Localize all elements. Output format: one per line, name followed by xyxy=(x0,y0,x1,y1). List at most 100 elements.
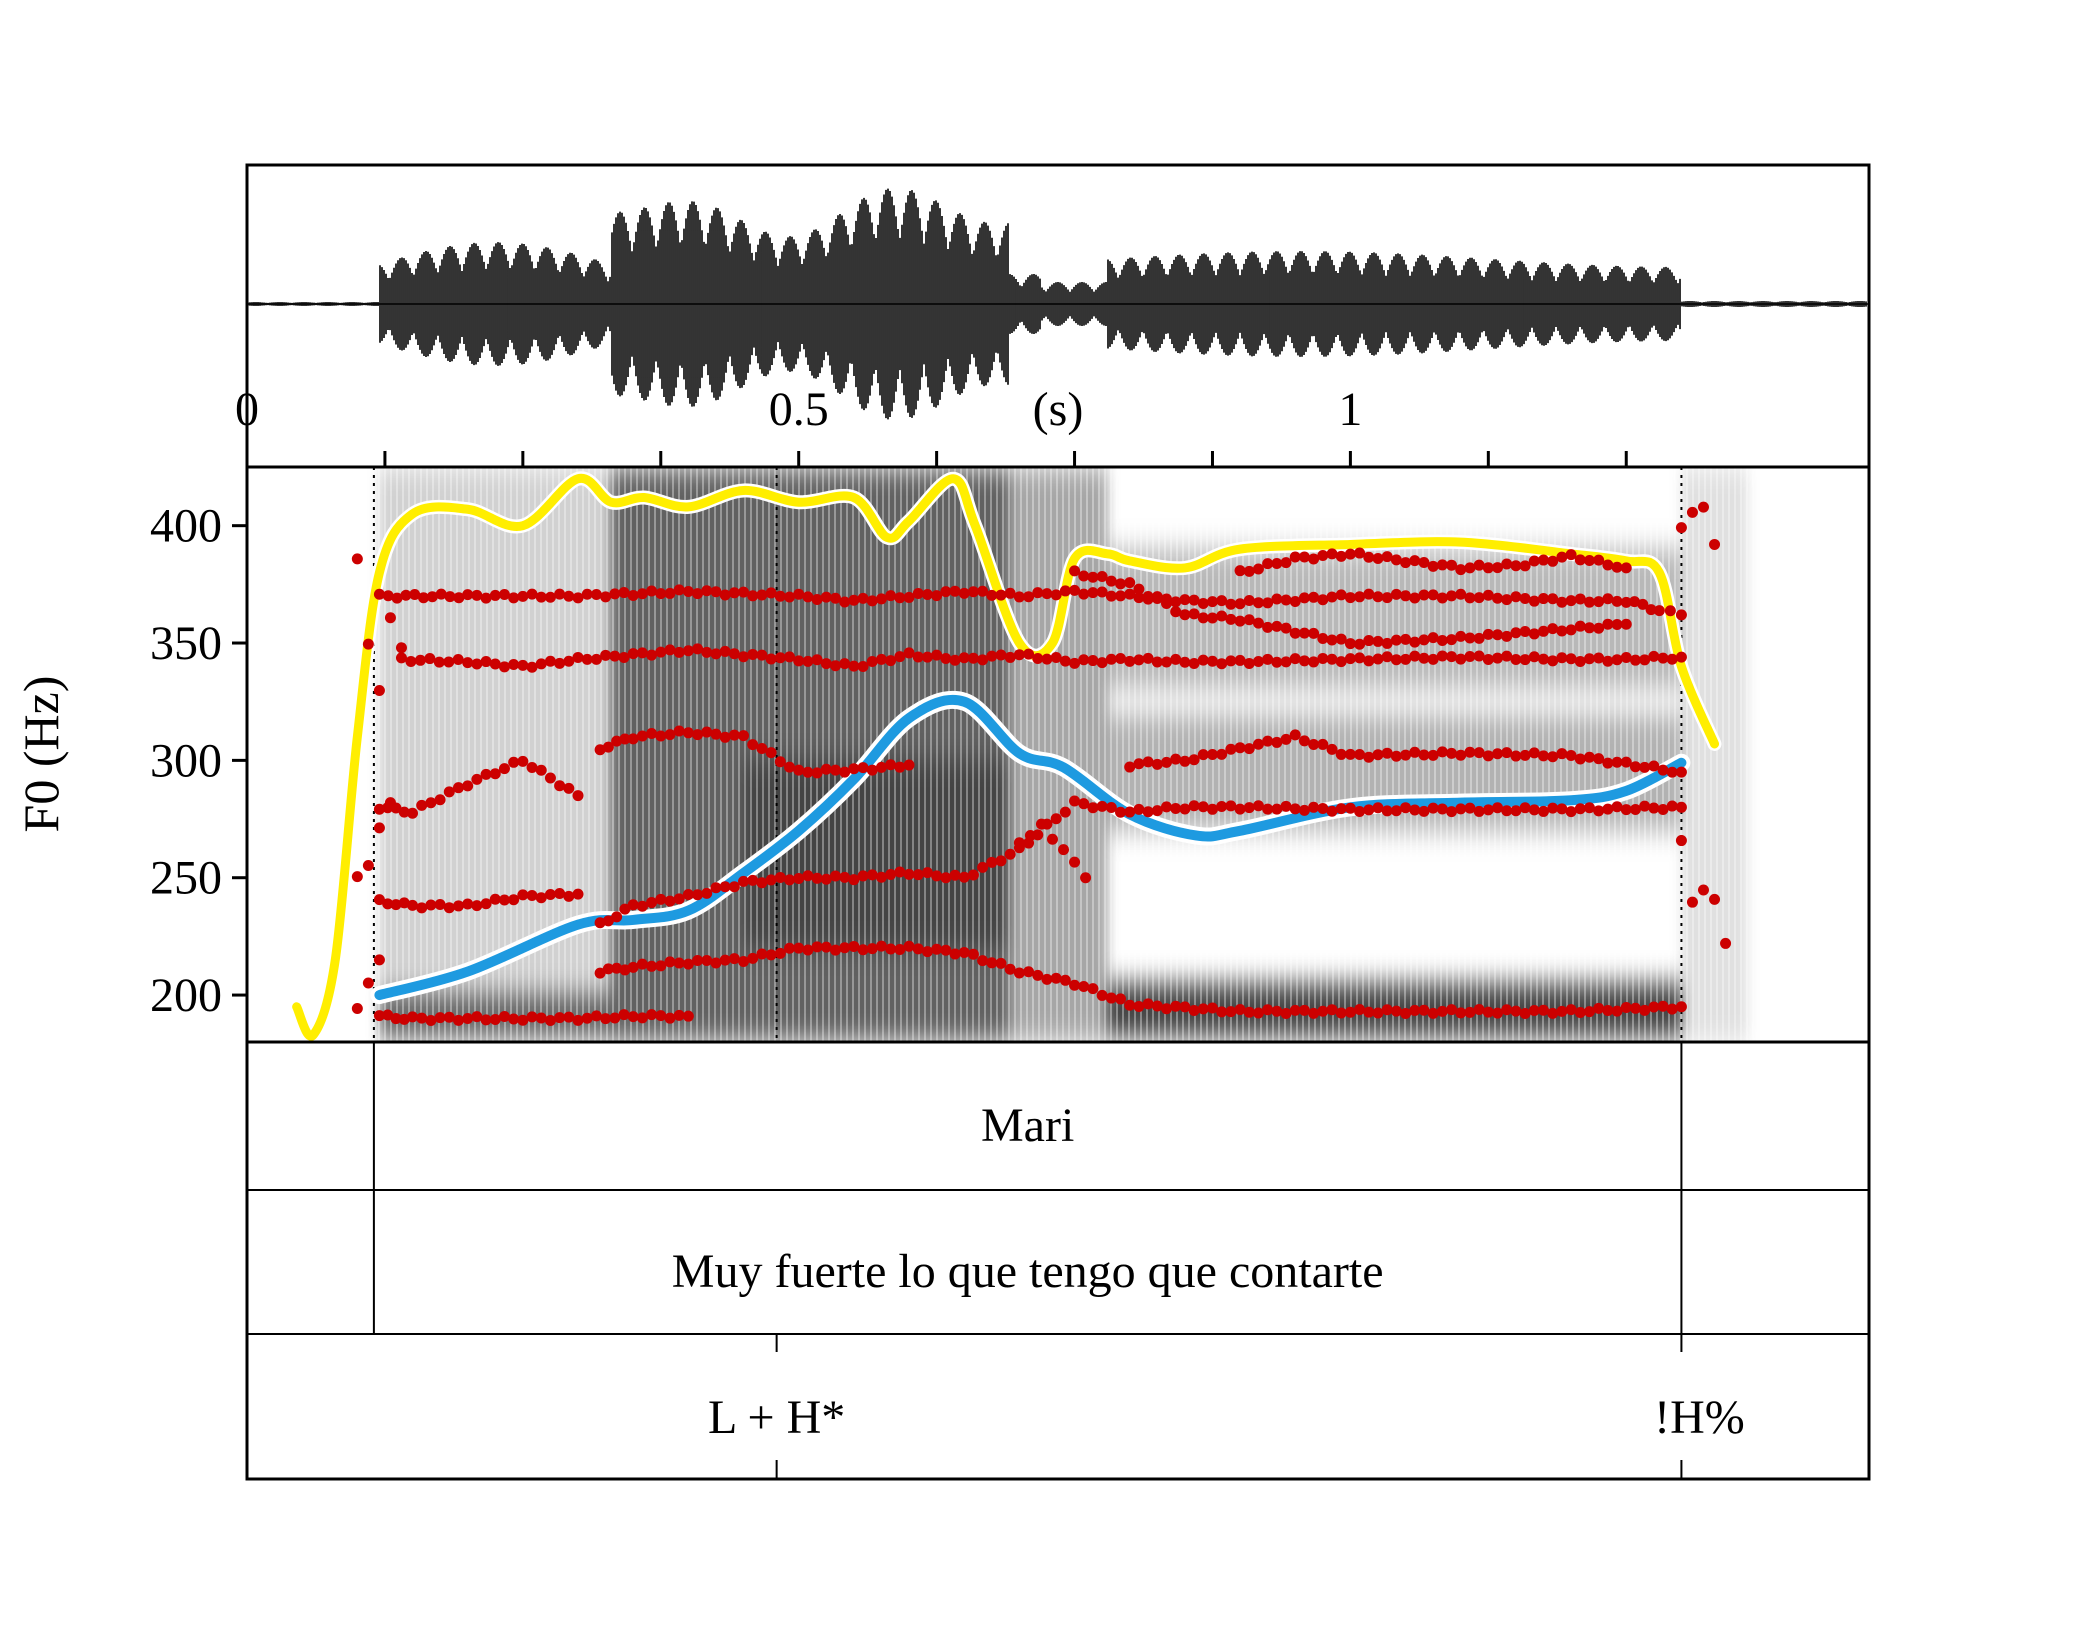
pitch-point-10-1-5 xyxy=(1335,550,1347,562)
pitch-point-1-19-3 xyxy=(1648,650,1660,662)
pitch-point-3-0-2 xyxy=(611,962,623,974)
pitch-point-10-2-5 xyxy=(1390,554,1402,566)
pitch-point-1-13-3 xyxy=(1151,656,1163,668)
pitch-point-9-2-4 xyxy=(1216,610,1228,622)
pitch-point-0-10-0 xyxy=(1124,588,1136,600)
pitch-point-1-15-11 xyxy=(1335,656,1347,668)
pitch-point-15-4 xyxy=(1720,937,1732,949)
pitch-point-8-5-7 xyxy=(1519,749,1531,761)
pitch-point-8-1-1 xyxy=(1188,754,1200,766)
pitch-point-0-6-0 xyxy=(903,591,915,603)
pitch-point-4-15-6 xyxy=(1620,804,1632,816)
pitch-point-1-15-6 xyxy=(1289,653,1301,665)
pitch-point-1-6-4 xyxy=(774,652,786,664)
pitch-point-8-4-6 xyxy=(1400,749,1412,761)
pitch-point-0-5-2 xyxy=(866,595,878,607)
pitch-point-4-12-0 xyxy=(1234,803,1246,815)
pitch-point-8-5-1 xyxy=(1464,746,1476,758)
pitch-point-0-9-3 xyxy=(1096,586,1108,598)
pitch-point-3-13-3 xyxy=(1482,1006,1494,1018)
pitch-point-12-0-0 xyxy=(351,1002,363,1014)
pitch-point-2-4-5 xyxy=(618,1009,630,1021)
pitch-point-9-3-2 xyxy=(1252,617,1264,629)
pitch-point-6-1-3 xyxy=(434,794,446,806)
pitch-point-0-8-2 xyxy=(1032,587,1044,599)
pitch-point-3-13-4 xyxy=(1492,1007,1504,1019)
pitch-point-3-8-1 xyxy=(1023,966,1035,978)
pitch-point-10-5-2 xyxy=(1528,555,1540,567)
pitch-point-1-14-0 xyxy=(1179,656,1191,668)
pitch-point-6-2-2 xyxy=(480,768,492,780)
pitch-point-13-0-0 xyxy=(351,871,363,883)
pitch-point-4-10-5 xyxy=(1170,802,1182,814)
pitch-point-16-2-0 xyxy=(1058,844,1070,856)
pitch-point-1-15-10 xyxy=(1326,653,1338,665)
pitch-point-7-5-0 xyxy=(848,763,860,775)
pitch-point-0-16-3 xyxy=(1645,604,1657,616)
pitch-point-0-14-11 xyxy=(1556,596,1568,608)
pitch-point-0-13-0 xyxy=(1344,592,1356,604)
pitch-point-7-2-0 xyxy=(682,727,694,739)
pitch-point-1-2-3 xyxy=(544,655,556,667)
pitch-point-1-7-4 xyxy=(829,660,841,672)
pitch-point-9-6-1 xyxy=(1464,632,1476,644)
pitch-point-4-16 xyxy=(1675,801,1687,813)
pitch-point-1-13-2 xyxy=(1142,652,1154,664)
pitch-point-1-0-2 xyxy=(414,654,426,666)
pitch-point-4-3-5 xyxy=(784,874,796,886)
pitch-point-1-18-2 xyxy=(1583,653,1595,665)
pitch-point-4-6-4 xyxy=(940,872,952,884)
pitch-point-9-5-6 xyxy=(1400,633,1412,645)
pitch-point-1-15-3 xyxy=(1262,653,1274,665)
pitch-point-3-15 xyxy=(1675,1001,1687,1013)
pitch-point-0-8-3 xyxy=(1041,588,1053,600)
pitch-point-1-0-5 xyxy=(443,656,455,668)
pitch-point-10-5-4 xyxy=(1547,555,1559,567)
pitch-point-3-5-2 xyxy=(866,943,878,955)
pitch-point-1-3-4 xyxy=(609,650,621,662)
pitch-point-0-17-0 xyxy=(1653,605,1665,617)
pitch-point-9-5-10 xyxy=(1436,634,1448,646)
pitch-point-5-4 xyxy=(572,888,584,900)
pitch-point-13-1-0 xyxy=(362,859,374,871)
pitch-point-4-1-2 xyxy=(646,897,658,909)
pitch-point-3-10-10 xyxy=(1216,1006,1228,1018)
pitch-point-1-2-2 xyxy=(535,658,547,670)
pitch-panel: 200 250 300 350 400 F0 (Hz) xyxy=(13,465,1871,1044)
pitch-point-5-3-0 xyxy=(517,889,529,901)
pitch-point-4-3-0 xyxy=(738,875,750,887)
tier-3-point-label-pitch-accent: L + H* xyxy=(708,1391,845,1444)
pitch-point-3-10-1 xyxy=(1133,1001,1145,1013)
pitch-point-2-3-0 xyxy=(517,1014,529,1026)
pitch-point-2-2-3 xyxy=(489,1013,501,1025)
pitch-point-0-3-11 xyxy=(784,591,796,603)
pitch-point-1-8-0 xyxy=(848,660,860,672)
pitch-point-10-3-1 xyxy=(1409,555,1421,567)
pitch-point-16-2-1 xyxy=(1069,856,1081,868)
pitch-point-1-1-2 xyxy=(480,656,492,668)
pitch-point-2-4-3 xyxy=(600,1013,612,1025)
pitch-point-7-3-5 xyxy=(784,761,796,773)
pitch-point-9-6-10 xyxy=(1547,623,1559,635)
pitch-point-15-2-0 xyxy=(1697,884,1709,896)
pitch-point-3-8-4 xyxy=(1050,972,1062,984)
pitch-point-1-16-8 xyxy=(1418,652,1430,664)
pitch-point-7-2-1 xyxy=(692,729,704,741)
tier-1-interval-label: Mari xyxy=(981,1099,1074,1152)
pitch-point-1-18-1 xyxy=(1574,655,1586,667)
pitch-point-9-1-1 xyxy=(1133,583,1145,595)
pitch-point-0-12-2 xyxy=(1252,597,1264,609)
pitch-point-4-12-10 xyxy=(1326,805,1338,817)
pitch-point-3-11-1 xyxy=(1243,1006,1255,1018)
pitch-point-10-0-3 xyxy=(1262,558,1274,570)
pitch-point-2-3-5 xyxy=(563,1011,575,1023)
pitch-point-6-1-5 xyxy=(452,782,464,794)
pitch-point-0-14-5 xyxy=(1501,594,1513,606)
pitch-point-2-2-1 xyxy=(471,1011,483,1023)
pitch-point-3-11-5 xyxy=(1280,1007,1292,1019)
pitch-point-2-0-2 xyxy=(390,1013,402,1025)
pitch-point-9-3-3 xyxy=(1262,621,1274,633)
pitch-point-0-11-2 xyxy=(1197,598,1209,610)
pitch-point-2-1-0 xyxy=(407,1011,419,1023)
pitch-point-4-1-0 xyxy=(627,899,639,911)
